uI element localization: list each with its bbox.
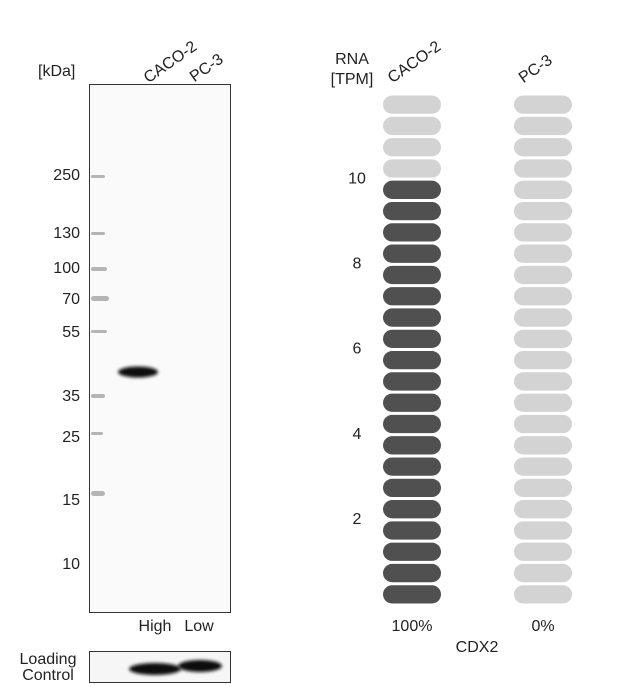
gene-label: CDX2 (456, 639, 499, 656)
tpm-pill (383, 372, 441, 391)
tpm-pill (383, 563, 441, 583)
ladder (91, 175, 109, 496)
tpm-pill (514, 201, 572, 221)
percent-label: 0% (531, 618, 554, 635)
tpm-pill (383, 521, 441, 540)
blot-membrane (89, 84, 231, 613)
y-tick-label: 8 (353, 256, 362, 273)
tpm-pill (383, 287, 441, 306)
marker-label: 25 (62, 429, 80, 446)
sample-label: CACO-2 (385, 38, 444, 87)
marker-label: 70 (62, 291, 80, 308)
tpm-pill (514, 414, 572, 434)
tpm-pill (514, 329, 572, 348)
tpm-pill (383, 201, 441, 221)
y-tick-label: 2 (353, 511, 362, 528)
tpm-pill (514, 478, 572, 498)
tpm-pill (514, 265, 572, 285)
loading-label: Loading (20, 651, 77, 668)
loading-label: Control (22, 667, 74, 684)
tpm-pill (383, 457, 441, 476)
tpm-pill (514, 116, 572, 136)
tpm-pill (514, 393, 572, 412)
tpm-pill (514, 500, 572, 519)
tpm-pill (383, 478, 441, 498)
tpm-pill (514, 351, 572, 370)
tpm-pill (383, 95, 441, 114)
y-tick-label: 6 (353, 341, 362, 358)
marker-label: 15 (62, 492, 80, 509)
rna-title: RNA (335, 51, 369, 68)
marker-label: 10 (62, 556, 80, 573)
tpm-pill (383, 265, 441, 285)
tpm-pill (383, 308, 441, 327)
tpm-pill (514, 223, 572, 242)
band (129, 663, 181, 675)
rna-title: [TPM] (331, 71, 374, 88)
tpm-pill (514, 308, 572, 327)
tpm-pill (514, 159, 572, 178)
band (118, 366, 158, 378)
tpm-pill (383, 414, 441, 434)
tpm-pill (514, 372, 572, 391)
tpm-pill (383, 159, 441, 178)
tpm-pill (514, 138, 572, 157)
y-tick-label: 4 (353, 426, 362, 443)
tpm-pill (514, 436, 572, 455)
tpm-pill (514, 180, 572, 199)
sample-label: PC-3 (516, 52, 556, 87)
tpm-pill (383, 436, 441, 455)
band (178, 660, 222, 672)
tpm-pill (383, 542, 441, 561)
tpm-pill (383, 329, 441, 348)
marker-label: 130 (53, 225, 80, 242)
tpm-pill (514, 542, 572, 561)
percent-label: 100% (392, 618, 433, 635)
tpm-pill (383, 500, 441, 519)
tpm-pill (514, 287, 572, 306)
tpm-pill (514, 457, 572, 476)
tpm-pill (514, 585, 572, 604)
level-label: Low (184, 618, 214, 635)
tpm-pill (514, 563, 572, 583)
kda-label: [kDa] (38, 63, 75, 80)
tpm-pill (514, 244, 572, 263)
marker-label: 55 (62, 324, 80, 341)
level-label: High (139, 618, 172, 635)
marker-label: 100 (53, 260, 80, 277)
tpm-pill (383, 393, 441, 412)
tpm-pill (383, 223, 441, 242)
tpm-pill (383, 585, 441, 604)
tpm-pill (514, 521, 572, 540)
tpm-pill (383, 180, 441, 199)
tpm-pill (383, 351, 441, 370)
marker-label: 250 (53, 167, 80, 184)
tpm-pill (383, 244, 441, 263)
marker-label: 35 (62, 388, 80, 405)
y-tick-label: 10 (348, 170, 366, 187)
tpm-pill (383, 116, 441, 136)
tpm-pill (383, 138, 441, 157)
tpm-pill (514, 95, 572, 114)
